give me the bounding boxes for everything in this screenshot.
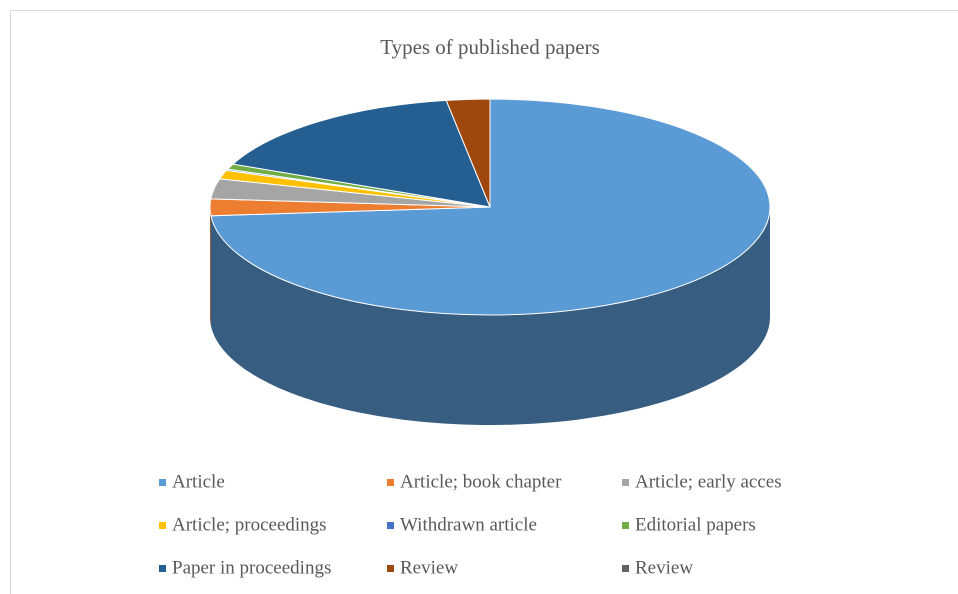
legend-label: Article <box>172 471 225 492</box>
legend-marker <box>622 565 629 572</box>
pie-side <box>210 207 770 425</box>
legend-label: Paper in proceedings <box>172 557 331 578</box>
pie-slice <box>231 99 491 208</box>
legend-label: Article; proceedings <box>172 514 327 535</box>
legend-marker <box>159 565 166 572</box>
legend-marker <box>622 479 629 486</box>
legend-label: Review <box>400 557 458 578</box>
legend-label: Article; early acces <box>635 471 782 492</box>
pie-side <box>210 207 211 326</box>
legend-label: Withdrawn article <box>400 514 537 535</box>
legend-label: Article; book chapter <box>400 471 562 492</box>
legend-marker <box>159 479 166 486</box>
legend-marker <box>387 565 394 572</box>
chart-title: Types of published papers <box>380 35 600 59</box>
legend-marker <box>387 479 394 486</box>
legend-marker <box>622 522 629 529</box>
legend-label: Editorial papers <box>635 514 756 535</box>
legend-label: Review <box>635 557 693 578</box>
legend-marker <box>387 522 394 529</box>
legend-marker <box>159 522 166 529</box>
